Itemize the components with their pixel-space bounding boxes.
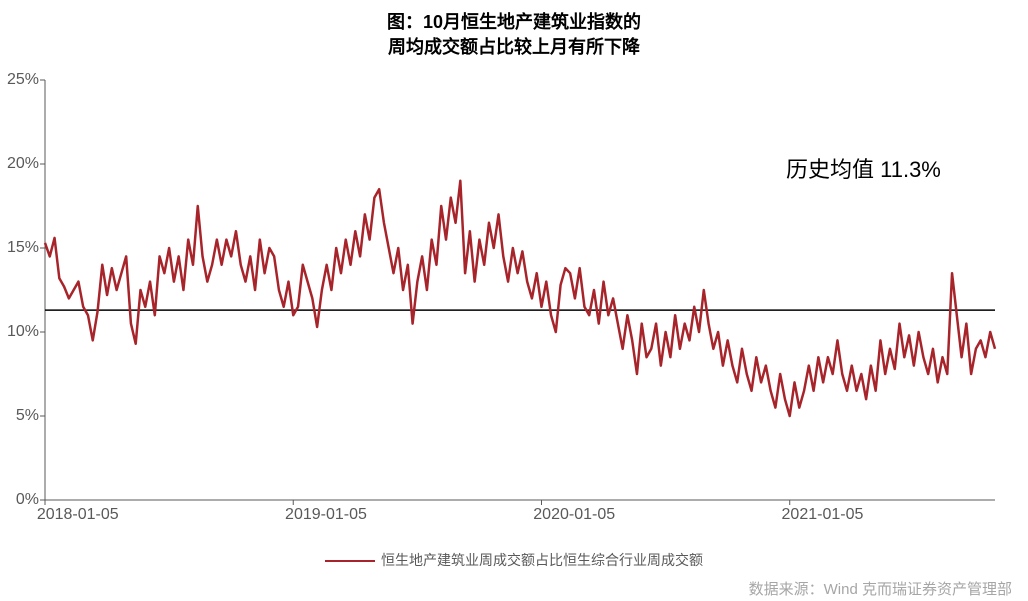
title-line-2: 周均成交额占比较上月有所下降 [0,35,1028,60]
source-text: 数据来源：Wind 克而瑞证券资产管理部 [749,578,1012,599]
x-tick-label: 2018-01-05 [37,500,119,524]
y-tick-label: 10% [7,323,45,341]
title-line-1: 图：10月恒生地产建筑业指数的 [0,10,1028,35]
legend-line-swatch [325,560,375,562]
y-tick-label: 20% [7,155,45,173]
x-tick-label: 2019-01-05 [285,500,367,524]
chart-container: 图：10月恒生地产建筑业指数的 周均成交额占比较上月有所下降 0%5%10%15… [0,0,1028,601]
y-tick-label: 25% [7,71,45,89]
annotation-historical-mean: 历史均值 11.3% [786,152,941,184]
y-tick-label: 5% [16,407,45,425]
chart-area: 0%5%10%15%20%25%2018-01-052019-01-052020… [45,80,995,500]
legend-label: 恒生地产建筑业周成交额占比恒生综合行业周成交额 [381,552,703,568]
chart-title: 图：10月恒生地产建筑业指数的 周均成交额占比较上月有所下降 [0,0,1028,60]
chart-svg [45,80,995,500]
x-tick-label: 2020-01-05 [533,500,615,524]
x-tick-label: 2021-01-05 [782,500,864,524]
y-tick-label: 15% [7,239,45,257]
legend: 恒生地产建筑业周成交额占比恒生综合行业周成交额 [0,550,1028,570]
